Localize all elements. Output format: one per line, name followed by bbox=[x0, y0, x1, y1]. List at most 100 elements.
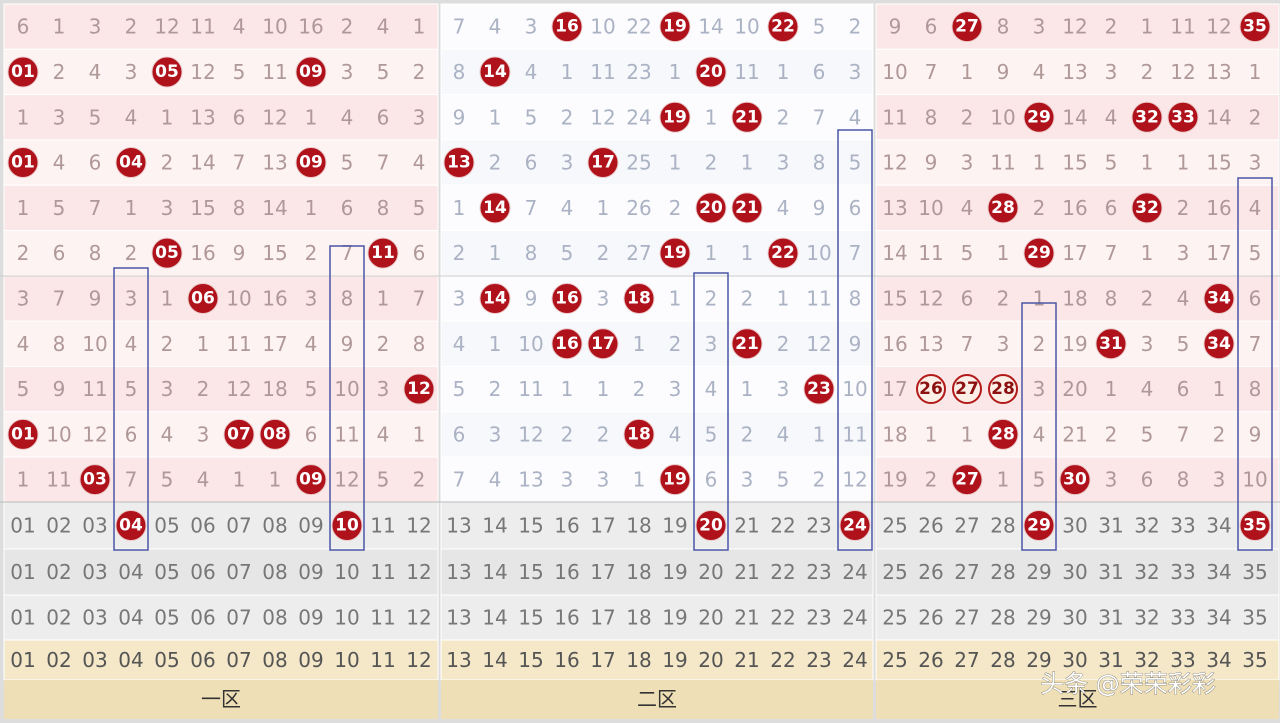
miss-count: 8 bbox=[453, 60, 466, 84]
miss-count: 8 bbox=[1249, 377, 1262, 401]
miss-count: 1 bbox=[489, 332, 502, 356]
miss-count: 1 bbox=[1141, 151, 1154, 175]
miss-count: 16 bbox=[1062, 196, 1087, 220]
miss-count: 10 bbox=[262, 15, 287, 39]
miss-count: 3 bbox=[597, 286, 610, 310]
miss-count: 1 bbox=[1213, 377, 1226, 401]
number-label: 28 bbox=[990, 514, 1015, 538]
hit-number: 09 bbox=[299, 62, 323, 82]
number-label: 02 bbox=[46, 514, 71, 538]
row-bg bbox=[3, 320, 439, 367]
miss-count: 7 bbox=[453, 15, 466, 39]
miss-count: 6 bbox=[925, 15, 938, 39]
miss-count: 9 bbox=[453, 105, 466, 129]
number-label: 02 bbox=[46, 648, 71, 672]
miss-count: 9 bbox=[849, 332, 862, 356]
number-label: 12 bbox=[406, 514, 431, 538]
hit-ball bbox=[79, 464, 111, 496]
row-bg bbox=[440, 548, 874, 596]
miss-count: 9 bbox=[53, 377, 66, 401]
miss-count: 1 bbox=[925, 422, 938, 446]
miss-count: 3 bbox=[125, 60, 138, 84]
miss-count: 4 bbox=[777, 422, 790, 446]
miss-count: 1 bbox=[17, 105, 30, 129]
highlight-box bbox=[837, 129, 873, 551]
number-label: 08 bbox=[262, 560, 287, 584]
miss-count: 1 bbox=[777, 286, 790, 310]
miss-count: 10 bbox=[226, 286, 251, 310]
number-label: 07 bbox=[226, 648, 251, 672]
number-label: 06 bbox=[190, 514, 215, 538]
number-label: 32 bbox=[1134, 514, 1159, 538]
hit-number: 12 bbox=[407, 379, 431, 399]
number-label: 34 bbox=[1206, 606, 1231, 630]
number-label: 28 bbox=[990, 606, 1015, 630]
miss-count: 3 bbox=[1213, 468, 1226, 492]
number-label: 10 bbox=[334, 606, 359, 630]
miss-count: 3 bbox=[1249, 151, 1262, 175]
miss-count: 3 bbox=[741, 468, 754, 492]
number-label: 19 bbox=[662, 648, 687, 672]
number-label: 16 bbox=[554, 606, 579, 630]
number-label: 09 bbox=[298, 560, 323, 584]
number-label: 11 bbox=[370, 560, 395, 584]
miss-count: 12 bbox=[82, 422, 107, 446]
number-label: 21 bbox=[734, 514, 759, 538]
miss-count: 1 bbox=[561, 377, 574, 401]
row-bg bbox=[440, 3, 874, 50]
miss-count: 1 bbox=[813, 422, 826, 446]
miss-count: 4 bbox=[1033, 422, 1046, 446]
miss-count: 10 bbox=[334, 377, 359, 401]
number-label: 09 bbox=[298, 514, 323, 538]
miss-count: 2 bbox=[125, 241, 138, 265]
miss-count: 7 bbox=[1105, 241, 1118, 265]
miss-count: 3 bbox=[777, 377, 790, 401]
miss-count: 1 bbox=[305, 196, 318, 220]
number-label: 04 bbox=[118, 648, 143, 672]
hit-ball bbox=[367, 237, 399, 269]
miss-count: 7 bbox=[1177, 422, 1190, 446]
hit-number: 01 bbox=[11, 424, 35, 444]
miss-count: 3 bbox=[161, 196, 174, 220]
miss-count: 3 bbox=[1033, 377, 1046, 401]
number-label: 20 bbox=[698, 648, 723, 672]
miss-count: 6 bbox=[1141, 468, 1154, 492]
miss-count: 5 bbox=[413, 196, 426, 220]
hit-ball bbox=[587, 147, 619, 179]
hit-ball bbox=[587, 328, 619, 360]
zone-label: 一区 bbox=[201, 687, 241, 711]
row-bg bbox=[440, 139, 874, 186]
miss-count: 22 bbox=[626, 15, 651, 39]
number-label: 14 bbox=[482, 560, 507, 584]
hit-ball bbox=[1203, 282, 1235, 314]
row-bg bbox=[3, 456, 439, 503]
miss-count: 10 bbox=[918, 196, 943, 220]
row-bg bbox=[875, 411, 1280, 458]
row-bg bbox=[3, 501, 439, 550]
hit-ball bbox=[151, 237, 183, 269]
number-label: 03 bbox=[82, 648, 107, 672]
miss-count: 16 bbox=[298, 15, 323, 39]
row-bg bbox=[3, 139, 439, 186]
miss-count: 27 bbox=[626, 241, 651, 265]
number-label: 21 bbox=[734, 606, 759, 630]
number-label: 30 bbox=[1062, 648, 1087, 672]
miss-count: 18 bbox=[1062, 286, 1087, 310]
miss-count: 1 bbox=[1249, 60, 1262, 84]
miss-count: 3 bbox=[777, 151, 790, 175]
miss-count: 1 bbox=[741, 151, 754, 175]
miss-count: 2 bbox=[489, 151, 502, 175]
row-bg bbox=[875, 501, 1280, 550]
hit-number: 14 bbox=[483, 198, 507, 218]
miss-count: 4 bbox=[125, 332, 138, 356]
miss-count: 2 bbox=[1141, 286, 1154, 310]
hit-ball bbox=[7, 147, 39, 179]
hit-number: 31 bbox=[1099, 334, 1123, 354]
number-label: 07 bbox=[226, 560, 251, 584]
miss-count: 2 bbox=[561, 422, 574, 446]
hit-number: 20 bbox=[699, 62, 723, 82]
hit-ball bbox=[331, 510, 363, 541]
miss-count: 2 bbox=[413, 60, 426, 84]
miss-count: 4 bbox=[341, 105, 354, 129]
